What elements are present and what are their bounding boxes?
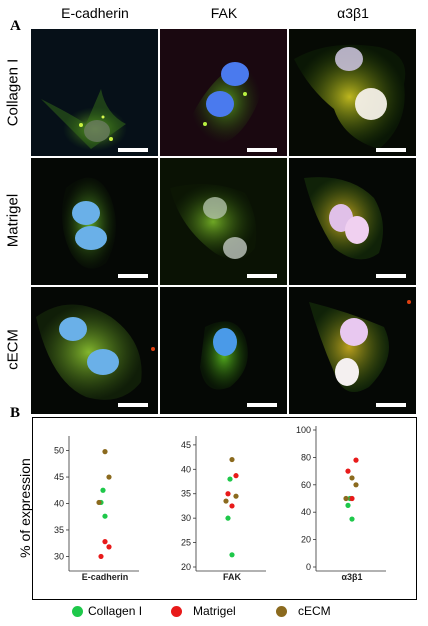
data-point-collagen-i [225,515,231,521]
data-point-cecm [233,493,239,499]
data-point-cecm [349,475,355,481]
panel-a-letter: A [10,18,21,34]
micrograph-collagen-ecadherin [31,29,158,156]
micrograph-cecm-ecadherin [31,287,158,414]
data-point-matrigel [349,495,355,502]
scale-bar [118,148,148,152]
panel-b-letter: B [10,405,21,421]
data-point-cecm [96,499,102,506]
data-point-collagen-i [100,487,106,493]
y-tick-label: 30 [54,551,64,561]
scale-bar [376,403,406,407]
y-tick-label: 30 [181,513,191,523]
scale-bar [247,148,277,152]
micrograph-matrigel-ecadherin [31,158,158,285]
y-tick-label: 100 [296,425,311,435]
data-point-matrigel [225,491,231,497]
data-point-matrigel [353,457,359,463]
y-tick-label: 25 [181,538,191,548]
category-label: α3β1 [341,572,362,582]
y-tick-label: 50 [54,446,64,456]
legend-marker-collagen [72,606,83,617]
y-tick-label: 35 [181,489,191,499]
scale-bar [376,148,406,152]
data-point-cecm [353,482,359,488]
y-tick-label: 45 [54,472,64,482]
micrograph-matrigel-fak [160,158,287,285]
scale-bar [118,403,148,407]
data-point-matrigel [229,503,235,509]
column-title-fak: FAK [210,5,238,21]
data-point-collagen-i [345,502,351,508]
y-tick-label: 40 [301,507,311,517]
micrograph-collagen-fak [160,29,287,156]
data-point-collagen-i [229,552,235,558]
y-tick-label: 35 [54,525,64,535]
micrograph-cecm-a3b1 [289,287,416,414]
y-tick-label: 20 [181,562,191,572]
chart-frame: 30 35 40 45 50 E-cadherin 20 25 30 35 40 45 FAK 0 20 40… [32,417,417,600]
row-title-matrigel: Matrigel [4,193,22,248]
scale-bar [118,274,148,278]
micrograph-cecm-fak [160,287,287,414]
scale-bar [247,403,277,407]
legend-label-collagen: Collagen I [88,604,143,618]
y-tick-label: 0 [306,562,311,572]
y-tick-label: 45 [181,440,191,450]
micrograph-matrigel-a3b1 [289,158,416,285]
scale-bar [247,274,277,278]
legend-label-cecm: cECM [298,604,331,618]
category-label: E-cadherin [82,572,129,582]
y-tick-label: 40 [181,464,191,474]
y-tick-label: 80 [301,452,311,462]
data-point-matrigel [102,539,108,545]
y-tick-label: 40 [54,499,64,509]
scatter-plots: 30 35 40 45 50 E-cadherin 20 25 30 35 40 45 FAK 0 20 40… [54,425,386,582]
y-tick-label: 60 [301,480,311,490]
data-point-collagen-i [349,516,355,522]
category-label: FAK [223,572,242,582]
data-point-cecm [223,498,229,504]
micrograph-collagen-a3b1 [289,29,416,156]
data-point-cecm [229,456,235,463]
scale-bar [376,274,406,278]
data-point-cecm [102,449,108,455]
column-title-ecadherin: E-cadherin [61,5,129,21]
data-point-collagen-i [102,513,108,519]
data-point-matrigel [98,553,104,560]
row-title-cecm: cECM [4,329,22,370]
data-point-collagen-i [227,476,233,482]
legend-marker-cecm [276,606,287,617]
data-point-cecm [343,495,349,502]
data-point-matrigel [106,544,112,550]
data-point-cecm [106,474,112,480]
legend-marker-matrigel [171,606,182,617]
row-title-collagen: Collagen I [4,58,22,127]
legend-label-matrigel: Matrigel [193,604,236,618]
column-title-a3b1: α3β1 [337,5,369,21]
y-tick-label: 20 [301,535,311,545]
data-point-matrigel [345,468,351,474]
y-axis-label: % of expression [17,458,33,558]
data-point-matrigel [233,473,239,479]
